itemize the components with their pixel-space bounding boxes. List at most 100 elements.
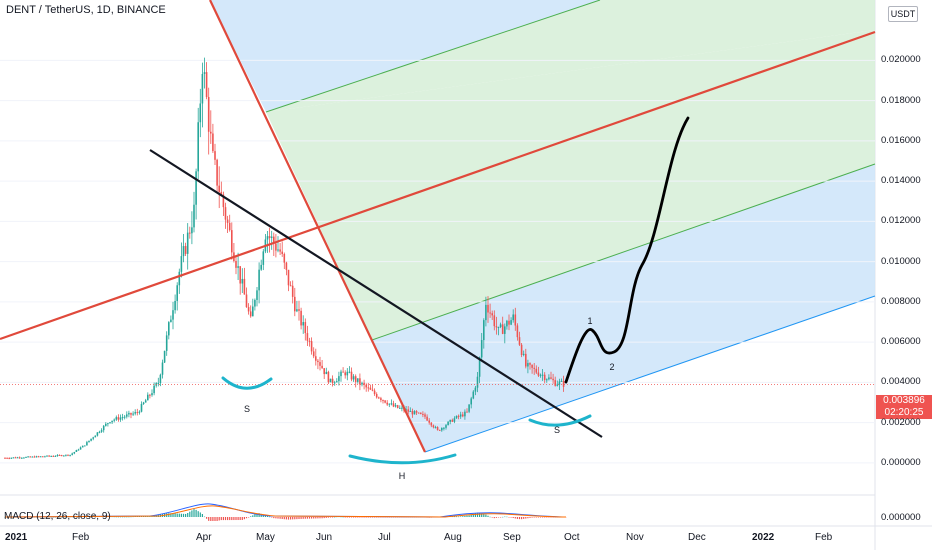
candle-body	[220, 191, 223, 195]
candle-body	[241, 278, 244, 284]
candle-body	[392, 403, 395, 407]
candle-body	[138, 411, 141, 413]
candle-body	[371, 389, 374, 391]
macd-bar	[472, 513, 474, 517]
candle-body	[170, 319, 172, 323]
macd-bar	[174, 513, 176, 517]
candle-body	[226, 219, 229, 223]
candle-body	[123, 416, 126, 418]
candle-body	[92, 437, 94, 439]
macd-bar	[132, 516, 134, 518]
candle-body	[168, 322, 170, 336]
time-tick-label: Feb	[815, 532, 833, 543]
macd-bar	[50, 516, 52, 518]
macd-bar	[300, 517, 302, 519]
candle-body	[287, 269, 290, 286]
macd-bar	[311, 517, 313, 519]
candle-body	[365, 384, 367, 388]
candle-body	[504, 326, 506, 334]
candle-body	[203, 72, 206, 74]
candle-body	[558, 381, 561, 385]
candle-body	[197, 122, 199, 172]
candle-body	[4, 457, 6, 459]
candle-body	[344, 372, 346, 376]
candle-body	[541, 374, 544, 376]
last-price-tag: 0.003896 02:20:25	[876, 395, 932, 419]
candle-body	[537, 372, 540, 376]
macd-bar	[180, 513, 182, 517]
macd-bar	[485, 514, 487, 517]
macd-bar	[176, 513, 178, 517]
macd-bar	[220, 517, 222, 521]
macd-bar	[544, 517, 546, 518]
macd-bar	[451, 516, 453, 518]
pitchfork-lower-line	[371, 163, 876, 341]
candle-body	[491, 313, 493, 316]
macd-bar	[279, 517, 281, 519]
macd-bar	[203, 516, 206, 518]
price-tick-label: 0.016000	[881, 134, 921, 146]
candle-body	[260, 264, 262, 270]
macd-bar	[208, 517, 210, 521]
candle-body	[252, 306, 254, 317]
pitchfork-upper-blue-zone	[210, 0, 600, 112]
macd-bar	[378, 517, 380, 518]
macd-bar	[376, 517, 378, 518]
candle-body	[88, 440, 90, 443]
macd-bar	[201, 514, 203, 517]
candle-body	[121, 417, 124, 419]
candle-body	[501, 324, 504, 334]
candle-body	[224, 207, 227, 220]
candle-body	[407, 409, 409, 412]
candle-body	[33, 456, 36, 458]
pitchfork-lower-green-zone	[266, 30, 875, 340]
macd-bar	[521, 517, 523, 520]
macd-bar	[531, 517, 533, 518]
candle-body	[214, 151, 216, 160]
candle-body	[84, 445, 86, 447]
macd-bar	[510, 517, 512, 518]
macd-bar	[237, 517, 239, 521]
last-price-value: 0.003896	[883, 395, 925, 406]
macd-bar	[290, 517, 292, 520]
macd-bar	[357, 517, 359, 518]
macd-bar	[514, 517, 516, 519]
candle-body	[67, 454, 69, 456]
macd-bar	[388, 517, 390, 518]
candle-body	[126, 414, 128, 417]
price-tick-label: 0.012000	[881, 215, 921, 227]
macd-bar	[193, 509, 195, 517]
pitchfork-upper-line	[265, 0, 601, 113]
macd-bar	[245, 517, 248, 519]
candle-body	[218, 185, 220, 192]
candle-body	[151, 393, 153, 396]
macd-signal-line	[4, 505, 567, 518]
projected-price-path	[564, 116, 690, 384]
macd-bar	[52, 516, 54, 518]
price-tick-label: 0.008000	[881, 295, 921, 307]
macd-bar	[367, 517, 369, 518]
macd-bar	[546, 517, 548, 518]
candle-body	[35, 456, 38, 458]
candle-body	[73, 451, 76, 454]
candle-body	[46, 455, 48, 457]
candle-body	[430, 422, 433, 426]
candle-body	[480, 340, 483, 358]
candle-body	[315, 356, 317, 361]
candle-body	[336, 381, 338, 383]
macd-indicator-label[interactable]: MACD (12, 26, close, 9)	[4, 511, 111, 522]
macd-bar	[504, 516, 506, 518]
candle-body	[401, 407, 403, 409]
candle-body	[472, 391, 475, 399]
candle-body	[396, 405, 399, 408]
macd-bar	[130, 516, 132, 518]
candle-body	[90, 438, 92, 441]
macd-bar	[294, 517, 296, 520]
candle-body	[512, 314, 514, 321]
candle-body	[107, 423, 109, 425]
candle-body	[382, 400, 384, 402]
macd-bar	[539, 517, 542, 518]
currency-badge[interactable]: USDT	[888, 6, 918, 22]
